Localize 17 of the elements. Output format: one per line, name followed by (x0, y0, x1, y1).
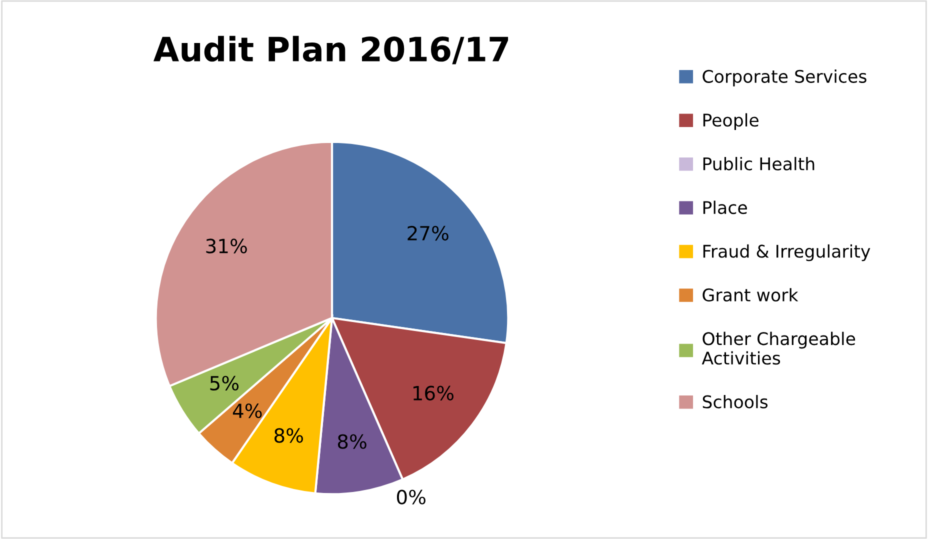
data-label: 5% (210, 376, 239, 391)
legend-label: Fraud & Irregularity (703, 244, 870, 262)
legend-label: Grant work (702, 288, 798, 302)
text: 0% (396, 490, 426, 504)
legend-label: Other Chargeable Activities (702, 332, 856, 365)
legend-label: Corporate Services (702, 70, 866, 86)
chart-title: Audit Plan 2016/17 (153, 36, 508, 64)
data-label: 8% (274, 428, 303, 443)
data-label: 31% (206, 238, 247, 254)
legend-label: Public Health (703, 156, 814, 170)
data-label: 4% (232, 403, 262, 418)
data-label: 8% (338, 434, 366, 449)
data-label: 27% (408, 226, 448, 241)
legend-label: Schools (702, 394, 768, 408)
legend-label: People (703, 113, 758, 130)
data-label: 16% (413, 386, 454, 400)
legend-label: Place (703, 200, 747, 214)
